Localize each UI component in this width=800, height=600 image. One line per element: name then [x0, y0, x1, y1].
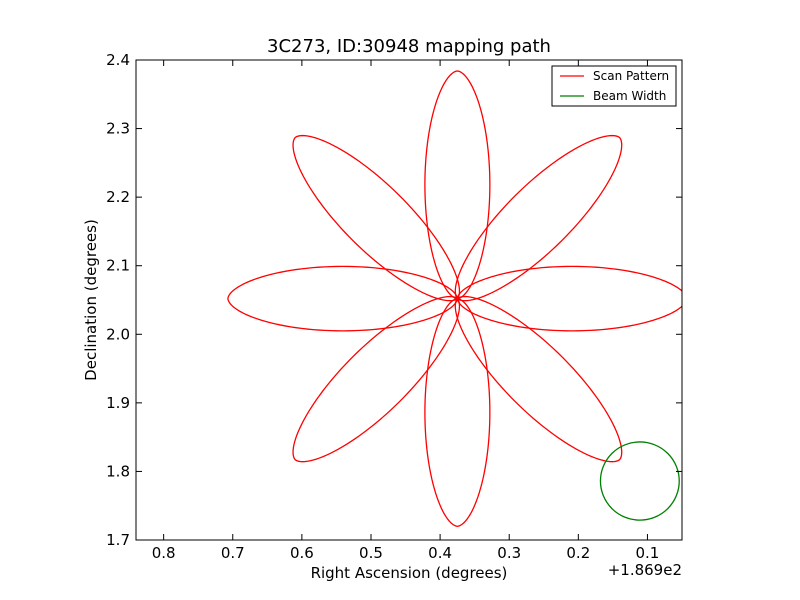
scan-pattern-series	[227, 70, 682, 527]
beam-width-circle	[599, 441, 680, 521]
y-tick-label: 1.8	[106, 462, 130, 480]
y-tick-label: 1.7	[106, 531, 130, 549]
y-tick-label: 2.0	[106, 325, 130, 343]
x-axis-title: Right Ascension (degrees)	[311, 564, 508, 582]
y-tick-label: 2.1	[106, 257, 130, 275]
scan-petal-7	[292, 134, 461, 302]
scan-petal-1	[454, 134, 623, 302]
chart-title: 3C273, ID:30948 mapping path	[267, 36, 551, 57]
plot-area	[136, 60, 682, 540]
scan-petal-5	[292, 295, 461, 463]
x-tick-label: 0.2	[566, 544, 590, 562]
scan-petal-0	[424, 70, 491, 300]
legend-label-scan: Scan Pattern	[593, 69, 669, 83]
y-tick-label: 2.2	[106, 188, 130, 206]
x-tick-label: 0.8	[152, 544, 176, 562]
scan-petal-3	[454, 295, 623, 463]
scan-petal-6	[227, 265, 459, 332]
x-tick-label: 0.4	[428, 544, 452, 562]
legend-label-beam: Beam Width	[593, 89, 666, 103]
x-axis-offset-label: +1.869e2	[608, 561, 682, 579]
x-tick-label: 0.7	[221, 544, 245, 562]
y-tick-label: 2.3	[106, 120, 130, 138]
scan-petal-4	[424, 297, 491, 527]
legend: Scan Pattern Beam Width	[551, 65, 677, 107]
y-tick-label: 1.9	[106, 394, 130, 412]
plot-frame	[135, 59, 683, 541]
y-tick-label: 2.4	[106, 51, 130, 69]
y-axis-title: Declination (degrees)	[82, 219, 100, 381]
x-tick-label: 0.5	[359, 544, 383, 562]
legend-box	[551, 65, 677, 107]
x-tick-label: 0.6	[290, 544, 314, 562]
x-tick-label: 0.1	[636, 544, 660, 562]
x-tick-label: 0.3	[497, 544, 521, 562]
scan-petal-2	[456, 265, 682, 332]
